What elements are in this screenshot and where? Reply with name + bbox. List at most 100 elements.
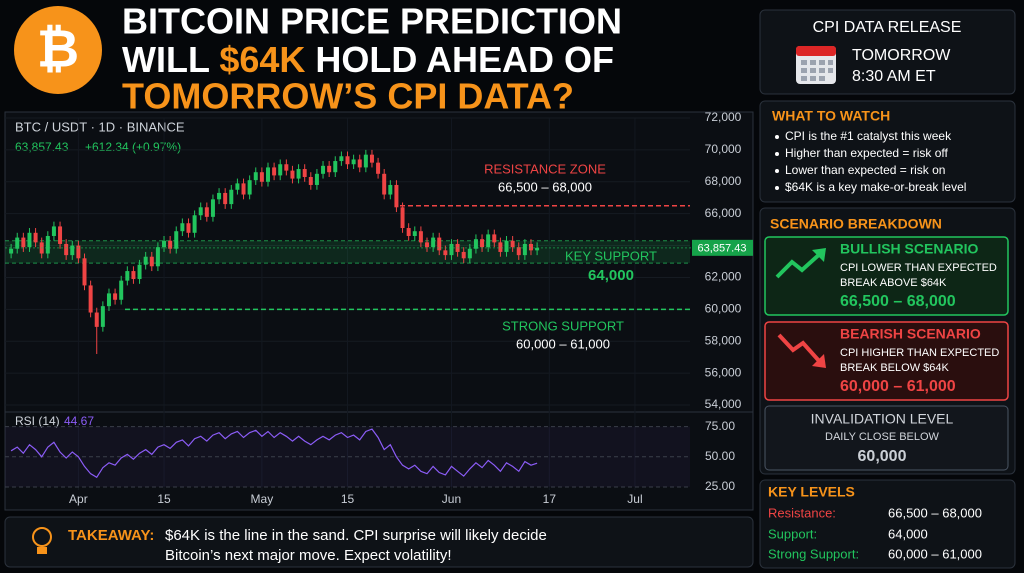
watch-title: WHAT TO WATCH	[772, 108, 890, 124]
candle-body	[235, 183, 240, 190]
bearish-line: BREAK BELOW $64K	[840, 362, 949, 374]
candle-body	[412, 231, 417, 236]
candle-body	[394, 184, 399, 208]
candle-body	[437, 237, 442, 251]
down-arrow	[777, 333, 822, 364]
candle-body	[443, 250, 448, 256]
candle-body	[113, 293, 118, 300]
invalidation-box	[764, 405, 1009, 471]
bulb-icon	[32, 527, 52, 547]
candle-body	[247, 180, 252, 195]
bitcoin-logo	[14, 6, 102, 94]
candle-body	[131, 271, 136, 280]
y-tick-label: 62,000	[705, 270, 742, 284]
bullish-target: 66,500 – 68,000	[840, 293, 956, 310]
candle-body	[449, 243, 454, 256]
candle-body	[522, 243, 527, 256]
bullish-line: CPI LOWER THAN EXPECTED	[840, 262, 997, 274]
bullish-box	[764, 236, 1009, 316]
x-tick-label: 17	[543, 492, 557, 506]
candle-body	[418, 231, 423, 243]
candle-body	[327, 165, 332, 173]
candle-body	[278, 164, 283, 176]
candle-body	[223, 192, 228, 205]
strong-support-range: 60,000 – 61,000	[516, 336, 610, 351]
strong-support-label: STRONG SUPPORT	[502, 318, 624, 333]
scenario-title: SCENARIO BREAKDOWN	[770, 216, 942, 232]
y-tick-label: 60,000	[705, 302, 742, 316]
bullet	[775, 135, 779, 139]
watch-item: $64K is a key make-or-break level	[785, 180, 966, 194]
candle-body	[259, 172, 264, 182]
level-value: 66,500 – 68,000	[888, 505, 982, 520]
key-support-range: 64,000	[588, 267, 634, 284]
x-tick-label: 15	[157, 492, 171, 506]
last-price: 63,857.43	[15, 140, 69, 154]
y-tick-label: 58,000	[705, 333, 742, 347]
calendar-grid	[801, 60, 833, 81]
bulb-base	[37, 547, 47, 554]
up-arrow-head	[812, 248, 826, 262]
price-tag	[692, 239, 753, 256]
candle-body	[308, 176, 313, 185]
candle-body	[516, 247, 521, 256]
title-part: WILL	[122, 39, 219, 80]
candle-body	[431, 237, 436, 248]
bullet	[775, 169, 779, 173]
plot: 54,000 56,000 58,000 60,000 62,000 64,000 66,0…	[5, 110, 753, 506]
candle-body	[58, 226, 63, 244]
y-tick-label: 68,000	[705, 174, 742, 188]
candle-body	[174, 231, 179, 249]
x-tick-label: Jun	[442, 492, 461, 506]
candle-body	[357, 159, 362, 168]
candle-body	[15, 237, 20, 249]
cpi-when: TOMORROW	[852, 47, 951, 64]
candle-body	[106, 293, 111, 307]
takeaway-label: TAKEAWAY:	[68, 527, 154, 544]
rsi-value: 44.67	[64, 414, 94, 428]
candle-body	[284, 164, 289, 171]
x-tick-label: May	[251, 492, 274, 506]
candle-body	[363, 154, 368, 168]
level-label: Resistance:	[768, 505, 836, 520]
level-label: Strong Support:	[768, 546, 859, 561]
candle-body	[302, 169, 307, 177]
candle-body	[100, 306, 105, 327]
calendar-top	[796, 46, 836, 56]
takeaway-line: $64K is the line in the sand. CPI surpri…	[165, 527, 547, 544]
candle-body	[369, 154, 374, 163]
title: BITCOIN PRICE PREDICTION	[122, 1, 622, 42]
candle-body	[125, 271, 130, 281]
title-line: TOMORROW’S CPI DATA?	[122, 76, 574, 117]
candle-body	[186, 223, 191, 233]
title-part: $64K	[219, 39, 305, 80]
candle-body	[376, 162, 381, 174]
candle-body	[272, 167, 277, 176]
x-tick-label: Jul	[627, 492, 642, 506]
candle-body	[162, 240, 167, 248]
candle-body	[351, 159, 356, 165]
candle-body	[70, 245, 75, 256]
candle-body	[9, 248, 14, 254]
candle-body	[33, 232, 38, 243]
y-tick-label: 54,000	[705, 397, 742, 411]
rsi-line	[10, 428, 538, 479]
candle-body	[27, 232, 32, 248]
title-line: WILL $64K HOLD AHEAD OF	[122, 39, 614, 80]
y-tick-label: 66,000	[705, 206, 742, 220]
level-value: 64,000	[888, 526, 928, 541]
candle-body	[180, 223, 185, 232]
candle-body	[192, 215, 197, 233]
watch-item: CPI is the #1 catalyst this week	[785, 129, 952, 143]
candle-body	[265, 167, 270, 182]
candle-body	[94, 312, 99, 327]
candle-body	[382, 173, 387, 195]
candle-body	[345, 156, 350, 165]
rsi-label: RSI (14)	[15, 414, 60, 428]
candle-body	[480, 239, 485, 248]
key-levels-title: KEY LEVELS	[768, 484, 855, 500]
up-arrow	[775, 250, 824, 279]
candle-body	[229, 189, 234, 205]
cpi-time: 8:30 AM ET	[852, 68, 936, 85]
